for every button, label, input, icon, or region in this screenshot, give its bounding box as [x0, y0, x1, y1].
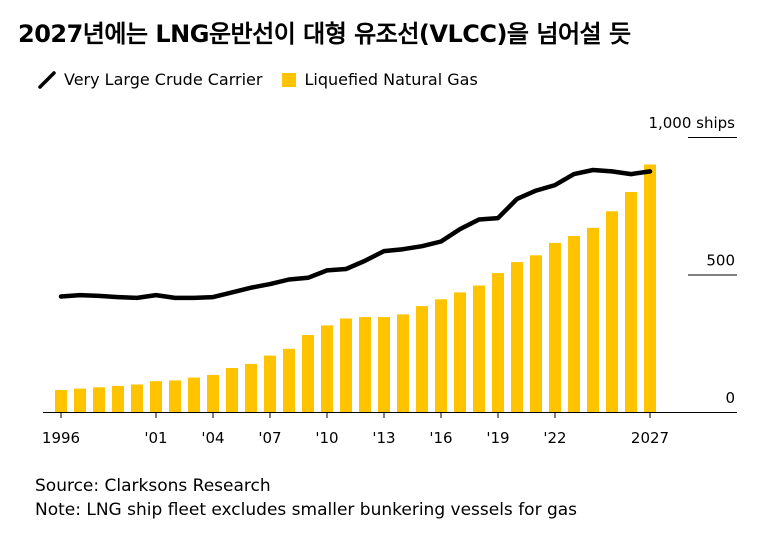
x-tick-label-2010: '10	[315, 429, 338, 447]
bar-lng-2017	[454, 292, 466, 412]
bar-lng-2010	[321, 325, 333, 412]
footer: Source: Clarksons Research Note: LNG shi…	[35, 474, 577, 522]
bar-lng-2009	[302, 335, 314, 412]
legend-item-lng: Liquefied Natural Gas	[282, 70, 478, 89]
bar-lng-2019	[492, 273, 504, 412]
x-tick-label-2001: '01	[144, 429, 167, 447]
y-tick-label-1000: 1,000 ships	[648, 114, 735, 132]
bar-lng-2021	[530, 255, 542, 413]
series-line-vlcc	[58, 167, 653, 301]
footnote: Note: LNG ship fleet excludes smaller bu…	[35, 500, 578, 520]
bar-lng-2001	[150, 381, 162, 412]
bar-lng-2000	[131, 384, 143, 412]
y-tick-label-0: 0	[725, 389, 735, 407]
bar-lng-2018	[473, 285, 485, 412]
bar-lng-2002	[169, 380, 181, 412]
bar-lng-2007	[264, 355, 276, 412]
bar-lng-2006	[245, 363, 257, 412]
bar-lng-2015	[416, 306, 428, 412]
chart: 1996 '01 '04 '07 '10 '13 '16 '19 '22 2027 0 500 1,0…	[42, 114, 737, 447]
bar-lng-2008	[283, 348, 295, 413]
x-axis: 1996 '01 '04 '07 '10 '13 '16 '19 '22 2027	[42, 412, 737, 447]
bar-lng-1997	[74, 388, 86, 412]
bar-lng-2011	[340, 318, 352, 412]
bar-lng-2022	[549, 242, 561, 412]
x-tick-label-2022: '22	[543, 429, 566, 447]
bar-lng-2005	[226, 368, 238, 412]
bar-lng-2026	[625, 192, 637, 412]
bar-lng-2023	[568, 236, 580, 412]
bar-lng-2004	[207, 374, 219, 412]
legend-item-vlcc: Very Large Crude Carrier	[38, 70, 262, 89]
bar-series	[55, 164, 656, 413]
legend-bar-swatch	[282, 72, 297, 87]
chart-title: 2027년에는 LNG운반선이 대형 유조선(VLCC)을 넘어설 듯	[18, 20, 631, 48]
x-tick-label-1996: 1996	[42, 429, 80, 447]
x-tick-label-2016: '16	[429, 429, 452, 447]
y-axis: 0 500 1,000 ships	[648, 114, 737, 407]
bar-lng-1996	[55, 390, 67, 412]
bar-lng-2016	[435, 299, 447, 413]
legend-label-lng: Liquefied Natural Gas	[304, 70, 478, 89]
x-tick-label-2013: '13	[372, 429, 395, 447]
legend-label-vlcc: Very Large Crude Carrier	[64, 70, 263, 89]
x-tick-label-2027: 2027	[631, 429, 669, 447]
bar-lng-2027	[644, 164, 656, 412]
bar-lng-2012	[359, 317, 371, 412]
x-tick-label-2007: '07	[258, 429, 281, 447]
x-tick-label-2019: '19	[486, 429, 509, 447]
y-tick-label-500: 500	[706, 252, 735, 270]
bar-lng-1998	[93, 387, 105, 413]
source-note: Source: Clarksons Research	[35, 476, 271, 496]
bar-lng-1999	[112, 385, 124, 412]
bar-lng-2024	[587, 227, 599, 413]
legend: Very Large Crude Carrier Liquefied Natur…	[38, 70, 498, 89]
bar-lng-2013	[378, 317, 390, 412]
bar-lng-2025	[606, 211, 618, 413]
x-tick-label-2004: '04	[201, 429, 224, 447]
legend-line-swatch	[38, 70, 56, 89]
bar-lng-2020	[511, 262, 523, 412]
bar-lng-2003	[188, 377, 200, 412]
bar-lng-2014	[397, 314, 409, 412]
